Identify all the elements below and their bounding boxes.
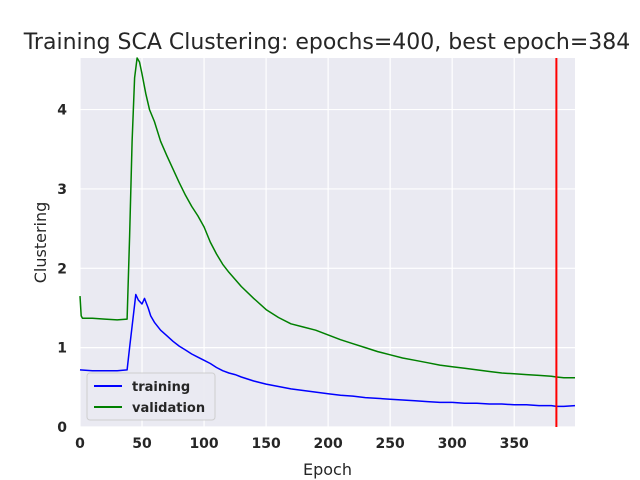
legend-box — [86, 372, 216, 421]
x-tick-label: 300 — [438, 436, 467, 452]
x-tick-label: 200 — [314, 436, 343, 452]
y-tick-label: 4 — [57, 103, 67, 119]
chart-title: Training SCA Clustering: epochs=400, bes… — [23, 30, 631, 55]
legend-label-training: training — [132, 380, 190, 395]
series-line-validation — [79, 57, 575, 379]
x-tick-label: 150 — [251, 436, 280, 452]
y-tick-label: 2 — [57, 261, 67, 277]
x-tick-label: 50 — [132, 436, 152, 452]
series-line-training — [79, 293, 576, 408]
x-tick-label: 250 — [376, 436, 405, 452]
legend: training validation — [86, 372, 216, 421]
tick-labels: 0 50 100 150 200 250 300 350 0 1 2 3 4 — [57, 103, 529, 452]
y-tick-label: 3 — [57, 182, 67, 198]
grid — [79, 58, 575, 428]
y-axis-label: Clustering — [31, 202, 50, 284]
x-tick-label: 350 — [500, 436, 529, 452]
series-group — [79, 57, 576, 408]
x-tick-label: 100 — [189, 436, 218, 452]
y-tick-label: 1 — [57, 341, 67, 357]
x-tick-label: 0 — [75, 436, 85, 452]
y-tick-label: 0 — [57, 420, 67, 436]
x-axis-label: Epoch — [303, 460, 352, 479]
legend-label-validation: validation — [132, 401, 205, 416]
plot-background — [80, 58, 575, 427]
